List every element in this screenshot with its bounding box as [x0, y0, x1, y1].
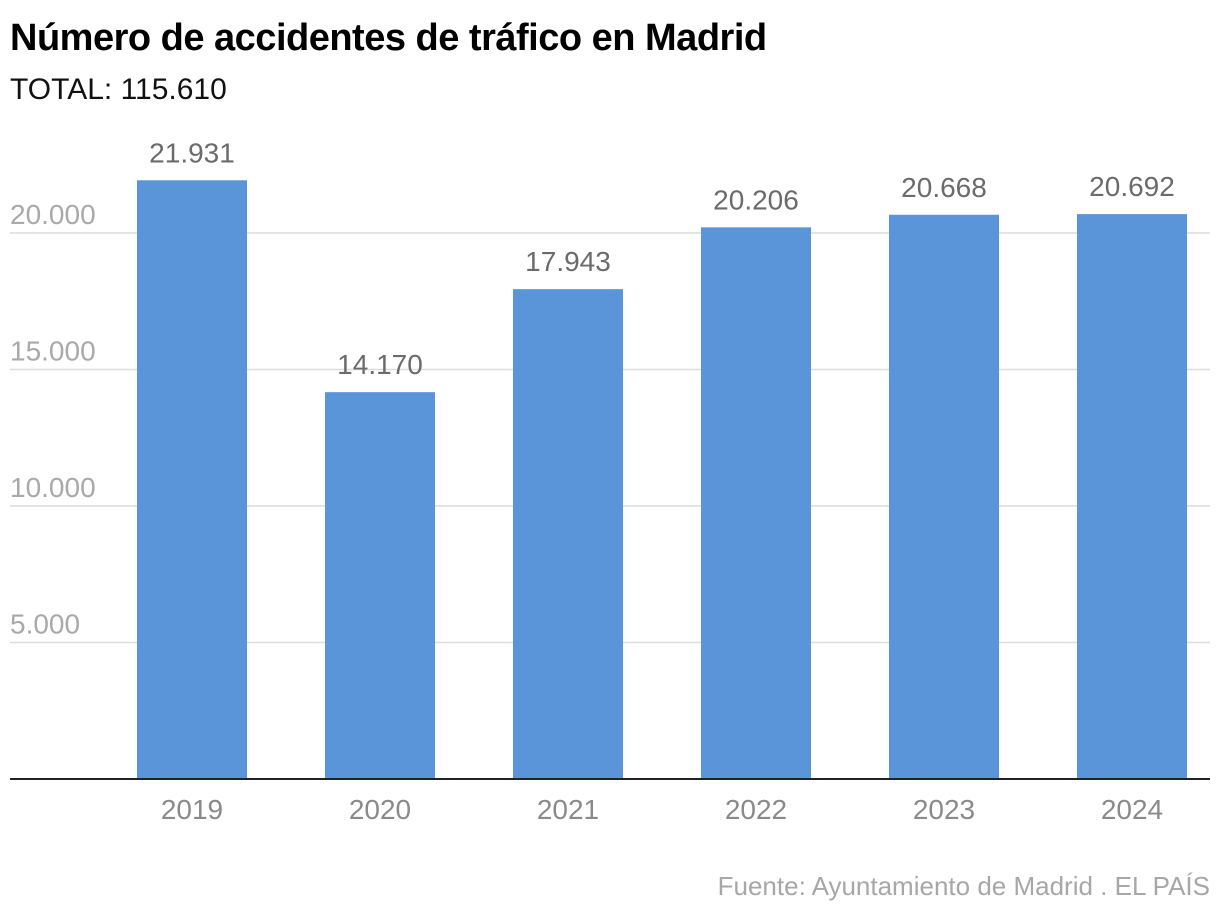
- bar: [1077, 214, 1187, 779]
- bar: [325, 392, 435, 779]
- bar: [137, 180, 247, 780]
- data-label: 20.692: [1089, 171, 1175, 202]
- chart-subtitle: TOTAL: 115.610: [10, 73, 227, 106]
- x-tick-label: 2024: [1101, 794, 1163, 825]
- data-label: 20.668: [901, 172, 987, 203]
- x-tick-label: 2020: [349, 794, 411, 825]
- y-tick-label: 5.000: [10, 609, 80, 640]
- x-tick-label: 2022: [725, 794, 787, 825]
- bars: [137, 180, 1187, 780]
- y-tick-label: 10.000: [10, 472, 96, 503]
- x-axis: 2019 2020 2021 2022 2023 2024: [10, 778, 1210, 825]
- y-tick-label: 20.000: [10, 199, 96, 230]
- value-labels: 21.931 14.170 17.943 20.206 20.668 20.692: [149, 137, 1175, 380]
- data-label: 21.931: [149, 137, 235, 168]
- bar: [513, 289, 623, 779]
- bar: [701, 227, 811, 779]
- x-tick-label: 2023: [913, 794, 975, 825]
- data-label: 17.943: [525, 246, 611, 277]
- x-tick-label: 2021: [537, 794, 599, 825]
- data-label: 20.206: [713, 184, 799, 215]
- bar: [889, 214, 999, 779]
- x-tick-label: 2019: [161, 794, 223, 825]
- chart-title: Número de accidentes de tráfico en Madri…: [10, 17, 767, 59]
- source-note: Fuente: Ayuntamiento de Madrid . EL PAÍS: [717, 871, 1210, 901]
- y-tick-label: 15.000: [10, 336, 96, 367]
- data-label: 14.170: [337, 349, 423, 380]
